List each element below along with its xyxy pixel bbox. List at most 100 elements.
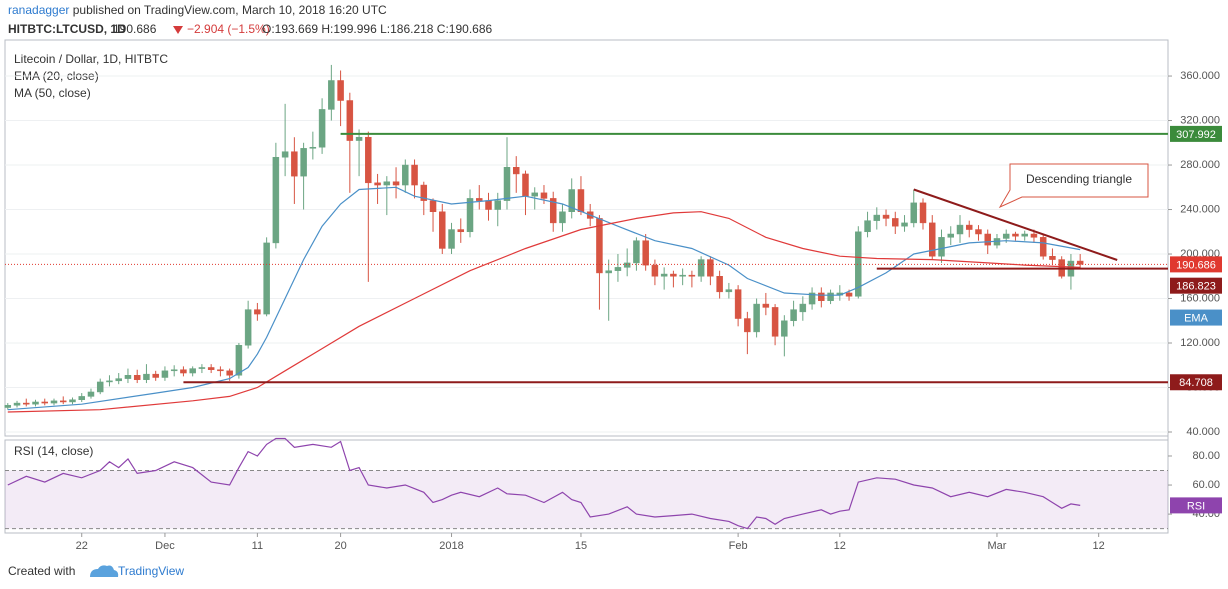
candle-body (272, 156, 280, 244)
symbol: HITBTC:LTCUSD, 1D (8, 22, 126, 36)
candle-body (744, 318, 751, 333)
candle-body (919, 202, 927, 224)
level-tag-box (1170, 256, 1222, 273)
candle-body (106, 380, 113, 383)
candle-body (716, 276, 723, 293)
y-tick-label: 80.00 (1192, 450, 1220, 462)
candle-body (226, 370, 233, 376)
rsi-tag: RSI (1187, 500, 1205, 512)
candle-body (753, 303, 760, 333)
y-tick-label: 360.000 (1180, 70, 1220, 82)
candle-body (549, 198, 557, 224)
candle-body (429, 200, 437, 212)
series-tag: EMA (1184, 312, 1209, 324)
rsi-band (5, 470, 1168, 529)
candle-body (679, 274, 686, 277)
change: −2.904 (−1.5%) (187, 22, 270, 36)
level-tag: 84.708 (1179, 377, 1213, 389)
level-tag-box (1170, 125, 1222, 142)
candle-body (1039, 237, 1047, 257)
candle-body (910, 202, 918, 224)
down-arrow (173, 26, 183, 34)
candle-body (133, 375, 141, 380)
candle-body (291, 151, 298, 177)
rsi-tag-box (1170, 497, 1222, 514)
candle-body (124, 375, 132, 379)
trendline (913, 188, 1118, 261)
candle-body (180, 369, 187, 374)
candle-body (59, 400, 67, 403)
candle-body (790, 309, 797, 322)
candle-body (411, 164, 418, 186)
footer-brand[interactable]: TradingView (118, 564, 184, 578)
candle-body (771, 307, 779, 337)
candle-body (1049, 255, 1056, 260)
candle-body (873, 214, 881, 221)
candle-body (577, 189, 585, 212)
candle-body (328, 80, 335, 110)
footer-created: Created with (8, 564, 75, 578)
candle-body (263, 242, 270, 315)
candle-body (818, 292, 825, 301)
candle-body (605, 270, 612, 274)
candle-body (337, 80, 344, 101)
candle-body (254, 309, 261, 315)
candle-body (23, 402, 30, 405)
candle-body (540, 192, 548, 199)
y-tick-label: 160.000 (1180, 292, 1220, 304)
candle-body (864, 220, 871, 233)
tradingview-logo[interactable] (90, 565, 119, 577)
candle-body (78, 396, 85, 400)
rsi-title: RSI (14, close) (14, 444, 93, 458)
candle-body (494, 200, 501, 210)
candle-body (392, 181, 400, 186)
candle-body (300, 148, 307, 177)
candle-body (161, 370, 169, 378)
annotation: Descending triangle (1026, 172, 1132, 186)
candle-body (512, 167, 520, 175)
candle-body (318, 109, 326, 148)
candle-body (281, 151, 289, 158)
candle-body (355, 136, 363, 141)
candle-body (115, 378, 122, 382)
level-tag-box (1170, 277, 1222, 294)
legend-ma: MA (50, close) (14, 86, 91, 100)
candle-body (87, 391, 95, 397)
candle-body (559, 211, 566, 224)
candle-body (670, 273, 677, 277)
header-line: ranadagger published on TradingView.com,… (8, 3, 387, 17)
candle-body (734, 289, 742, 319)
candle-body (244, 309, 252, 346)
candle-body (808, 292, 816, 305)
candle-body (827, 292, 834, 301)
candle-body (152, 373, 159, 378)
candle-body (882, 214, 890, 219)
candle-body (50, 400, 58, 404)
published: published on TradingView.com, March 10, … (73, 3, 387, 17)
candle-body (845, 292, 853, 297)
y-tick-label: 280.000 (1180, 159, 1220, 171)
author[interactable]: ranadagger (8, 3, 69, 17)
candle-body (651, 264, 659, 277)
candle-body (522, 173, 529, 197)
candle-body (32, 401, 39, 405)
x-tick-label: 15 (575, 540, 587, 552)
candle-body (346, 100, 354, 141)
candle-body (420, 184, 428, 201)
candle-body (892, 218, 899, 227)
x-tick-label: 12 (834, 540, 846, 552)
indicator-line (7, 211, 1081, 413)
y-tick-label: 40.000 (1186, 426, 1220, 438)
rsi-line (7, 437, 1081, 530)
candle-body (4, 405, 12, 408)
candle-body (688, 274, 696, 277)
candle-body (13, 402, 21, 406)
candle-body (143, 373, 150, 380)
x-tick-label: 22 (76, 540, 88, 552)
candle-body (762, 303, 770, 308)
x-tick-label: Feb (729, 540, 748, 552)
candle-body (938, 237, 945, 257)
candle-body (189, 368, 196, 374)
candle-body (69, 399, 76, 403)
